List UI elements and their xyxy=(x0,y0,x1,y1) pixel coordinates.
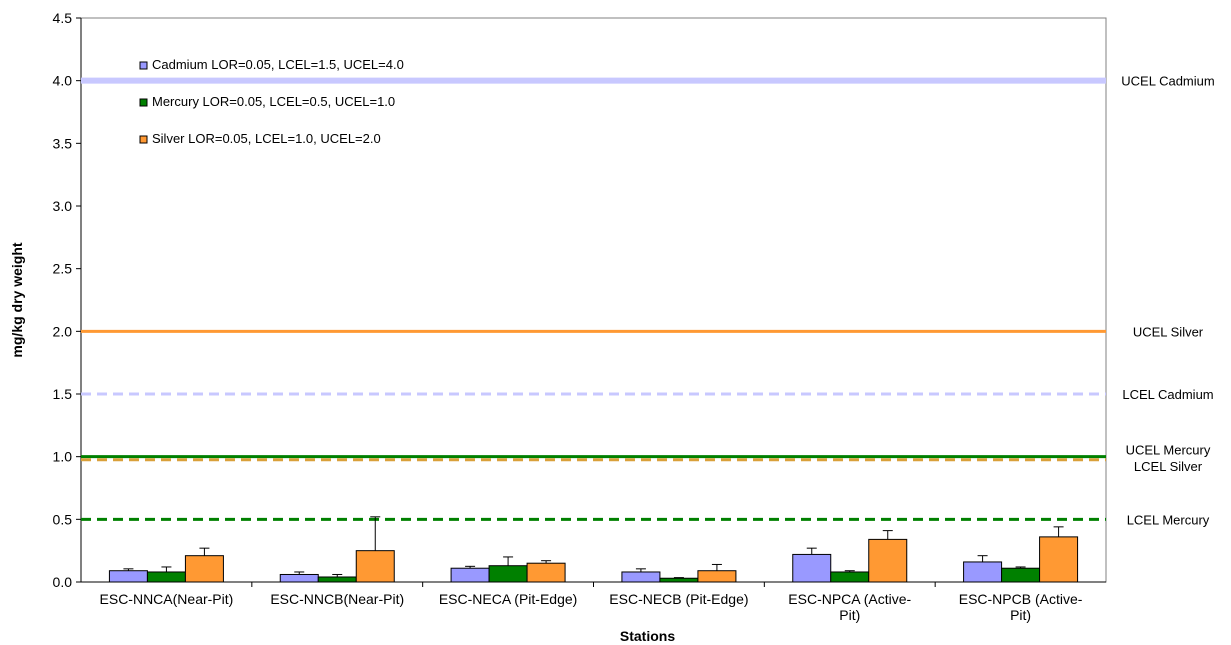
bar xyxy=(830,571,870,583)
reference-line-label: LCEL Cadmium xyxy=(1122,387,1213,402)
y-tick-label: 2.5 xyxy=(53,261,73,277)
y-tick-label: 3.5 xyxy=(53,135,73,151)
x-axis-title: Stations xyxy=(620,628,675,644)
y-tick-label: 4.5 xyxy=(53,10,73,26)
y-tick-label: 4.0 xyxy=(53,73,73,89)
bar xyxy=(963,561,1003,583)
legend-label: Mercury LOR=0.05, LCEL=0.5, UCEL=1.0 xyxy=(152,94,395,109)
reference-line-label: UCEL Cadmium xyxy=(1121,74,1214,89)
x-tick-label: ESC-NNCA(Near-Pit) xyxy=(100,591,234,607)
y-tick-label: 1.5 xyxy=(53,386,73,402)
x-tick-label: ESC-NPCA (Active- xyxy=(788,591,911,607)
reference-line-label: LCEL Silver xyxy=(1134,459,1203,474)
bar xyxy=(184,555,224,583)
x-tick-label: Pit) xyxy=(839,607,860,623)
y-tick-label: 0.5 xyxy=(53,511,73,527)
bar xyxy=(621,571,661,583)
bar xyxy=(868,538,908,583)
bar xyxy=(450,567,490,583)
bar xyxy=(279,573,319,583)
legend-label: Cadmium LOR=0.05, LCEL=1.5, UCEL=4.0 xyxy=(152,57,404,72)
bar xyxy=(355,550,395,583)
y-tick-label: 3.0 xyxy=(53,198,73,214)
bar xyxy=(792,553,832,583)
bar xyxy=(317,576,357,583)
legend-swatch xyxy=(139,98,148,107)
legend-swatch xyxy=(139,135,148,144)
y-tick-label: 0.0 xyxy=(53,574,73,590)
x-tick-label: ESC-NPCB (Active- xyxy=(959,591,1083,607)
legend-swatch xyxy=(139,61,148,70)
bar xyxy=(1039,536,1079,583)
bar xyxy=(659,577,699,583)
y-tick-label: 1.0 xyxy=(53,449,73,465)
bar xyxy=(146,571,186,583)
bar xyxy=(488,565,528,583)
x-tick-label: ESC-NECB (Pit-Edge) xyxy=(609,591,748,607)
x-tick-label: ESC-NECA (Pit-Edge) xyxy=(439,591,577,607)
reference-line-label: UCEL Mercury xyxy=(1126,443,1211,458)
y-axis-title: mg/kg dry weight xyxy=(9,242,25,357)
bar xyxy=(526,562,566,583)
bar xyxy=(697,570,737,583)
y-tick-label: 2.0 xyxy=(53,323,73,339)
reference-line-label: UCEL Silver xyxy=(1133,324,1204,339)
x-tick-label: Pit) xyxy=(1010,607,1031,623)
legend-label: Silver LOR=0.05, LCEL=1.0, UCEL=2.0 xyxy=(152,131,381,146)
bar xyxy=(1001,567,1041,583)
reference-line-label: LCEL Mercury xyxy=(1127,512,1210,527)
x-tick-label: ESC-NNCB(Near-Pit) xyxy=(270,591,404,607)
bar xyxy=(108,570,148,583)
